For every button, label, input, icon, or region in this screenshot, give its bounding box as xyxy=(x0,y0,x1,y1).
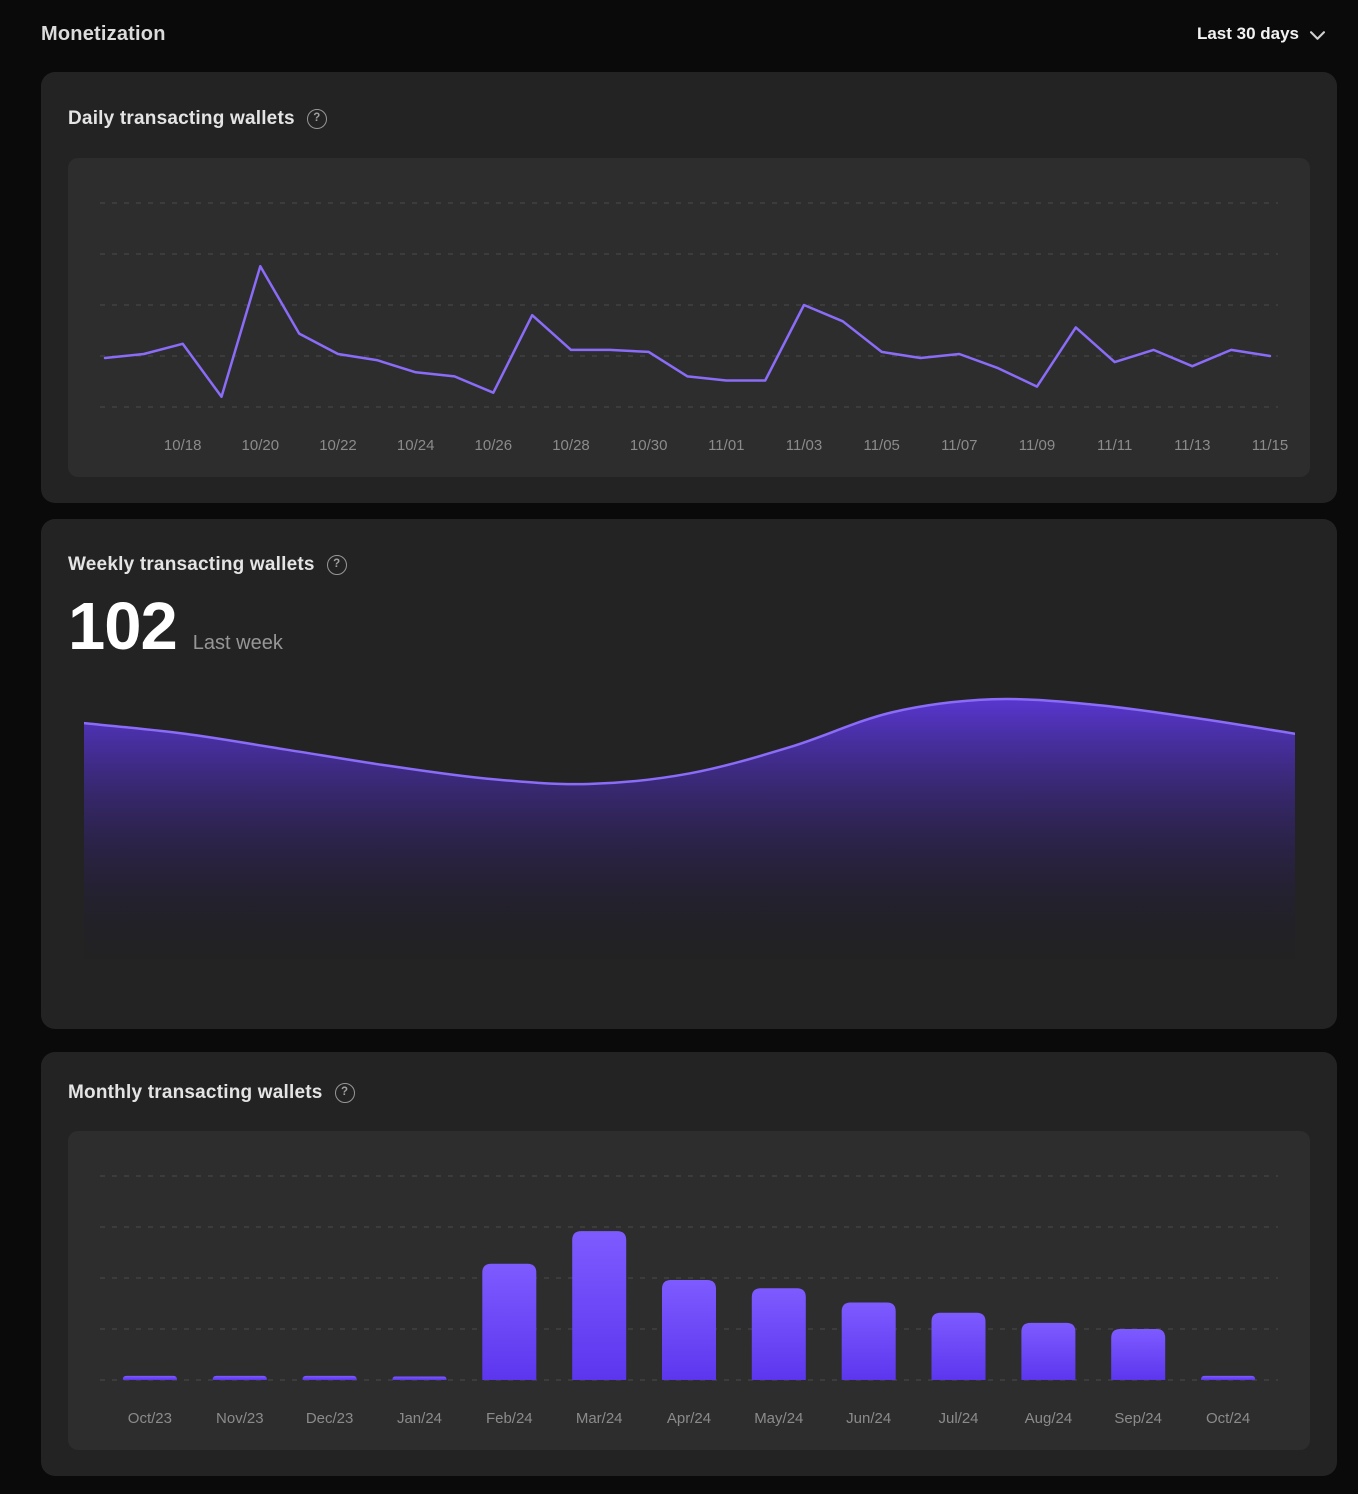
monthly-card-header: Monthly transacting wallets xyxy=(68,1082,1310,1104)
weekly-area-chart xyxy=(84,697,1295,959)
x-axis-label: 11/15 xyxy=(1252,437,1288,454)
daily-transacting-wallets-card: Daily transacting wallets 10/18 10/20 10/2… xyxy=(41,72,1337,503)
daily-card-header: Daily transacting wallets xyxy=(68,108,1310,130)
weekly-card-header: Weekly transacting wallets xyxy=(68,554,1310,576)
monthly-bar-chart: Oct/23 Nov/23 Dec/23 Jan/24 Feb/24 Mar/24 Apr/… xyxy=(100,1175,1278,1427)
topbar: Monetization Last 30 days xyxy=(0,0,1358,48)
bar xyxy=(122,1375,177,1380)
x-axis-label: Sep/24 xyxy=(1114,1410,1162,1427)
x-axis-label: Jan/24 xyxy=(397,1410,442,1427)
x-axis-label: 11/11 xyxy=(1097,437,1132,454)
chevron-down-icon xyxy=(1310,30,1325,40)
weekly-stat: 102 Last week xyxy=(68,589,1310,666)
x-axis-label: Apr/24 xyxy=(667,1410,711,1427)
daily-chart-panel: 10/18 10/20 10/22 10/24 10/26 10/28 10/30 11/01… xyxy=(68,158,1310,477)
daily-line-series xyxy=(103,264,1272,399)
x-axis-label: 10/18 xyxy=(164,437,202,454)
x-axis-label: 10/30 xyxy=(630,437,668,454)
x-axis-label: 11/09 xyxy=(1019,437,1055,454)
bar xyxy=(212,1375,267,1380)
bar xyxy=(662,1279,716,1380)
x-axis-label: Jun/24 xyxy=(846,1410,891,1427)
page-title: Monetization xyxy=(41,22,166,45)
x-axis-label: Nov/23 xyxy=(216,1410,264,1427)
bar xyxy=(751,1287,806,1380)
x-axis-label: Dec/23 xyxy=(306,1410,354,1427)
x-axis-label: Aug/24 xyxy=(1025,1410,1073,1427)
weekly-stat-caption: Last week xyxy=(192,632,283,654)
monthly-transacting-wallets-card: Monthly transacting wallets Oct/23 Nov/23… xyxy=(41,1051,1337,1476)
daily-card-title: Daily transacting wallets xyxy=(68,108,295,129)
x-axis-label: Mar/24 xyxy=(576,1410,623,1427)
x-axis-label: 10/26 xyxy=(475,437,513,454)
x-axis-label: Oct/23 xyxy=(128,1410,172,1427)
x-axis-label: 11/13 xyxy=(1174,437,1210,454)
bar xyxy=(931,1312,986,1380)
weekly-area-fill xyxy=(84,699,1295,959)
monthly-card-title: Monthly transacting wallets xyxy=(68,1081,323,1103)
bar xyxy=(1111,1328,1166,1380)
bar xyxy=(1021,1322,1076,1380)
x-axis-label: 10/24 xyxy=(397,437,435,454)
help-icon[interactable] xyxy=(326,555,347,575)
x-axis-label: Oct/24 xyxy=(1206,1410,1250,1427)
bar xyxy=(1201,1375,1256,1380)
help-icon[interactable] xyxy=(334,1082,355,1103)
x-axis-label: 10/22 xyxy=(319,437,357,454)
period-selector[interactable]: Last 30 days xyxy=(1197,24,1325,44)
monthly-chart-panel: Oct/23 Nov/23 Dec/23 Jan/24 Feb/24 Mar/24 Apr/… xyxy=(68,1130,1310,1450)
x-axis-label: 11/07 xyxy=(941,437,977,454)
x-axis-label: Jul/24 xyxy=(938,1410,978,1427)
x-axis-label: 10/20 xyxy=(242,437,280,454)
weekly-stat-value: 102 xyxy=(68,589,178,664)
bar xyxy=(302,1375,357,1380)
x-axis-label: 11/03 xyxy=(786,437,822,454)
x-axis-label: 10/28 xyxy=(552,437,590,454)
weekly-area-line xyxy=(84,697,1295,786)
period-selector-label: Last 30 days xyxy=(1196,24,1299,43)
x-axis-label: 11/05 xyxy=(863,437,899,454)
help-icon[interactable] xyxy=(306,109,327,129)
weekly-card-title: Weekly transacting wallets xyxy=(68,554,315,575)
weekly-transacting-wallets-card: Weekly transacting wallets 102 Last week xyxy=(41,519,1337,1029)
x-axis-label: May/24 xyxy=(754,1410,803,1427)
bar xyxy=(482,1263,537,1380)
bar xyxy=(572,1230,627,1380)
x-axis-label: Feb/24 xyxy=(486,1410,533,1427)
bar xyxy=(841,1302,896,1380)
daily-line-chart: 10/18 10/20 10/22 10/24 10/26 10/28 10/30 11/01… xyxy=(100,202,1288,454)
bar xyxy=(392,1376,447,1380)
x-axis-label: 11/01 xyxy=(708,437,744,454)
weekly-chart-wrap xyxy=(84,694,1295,959)
